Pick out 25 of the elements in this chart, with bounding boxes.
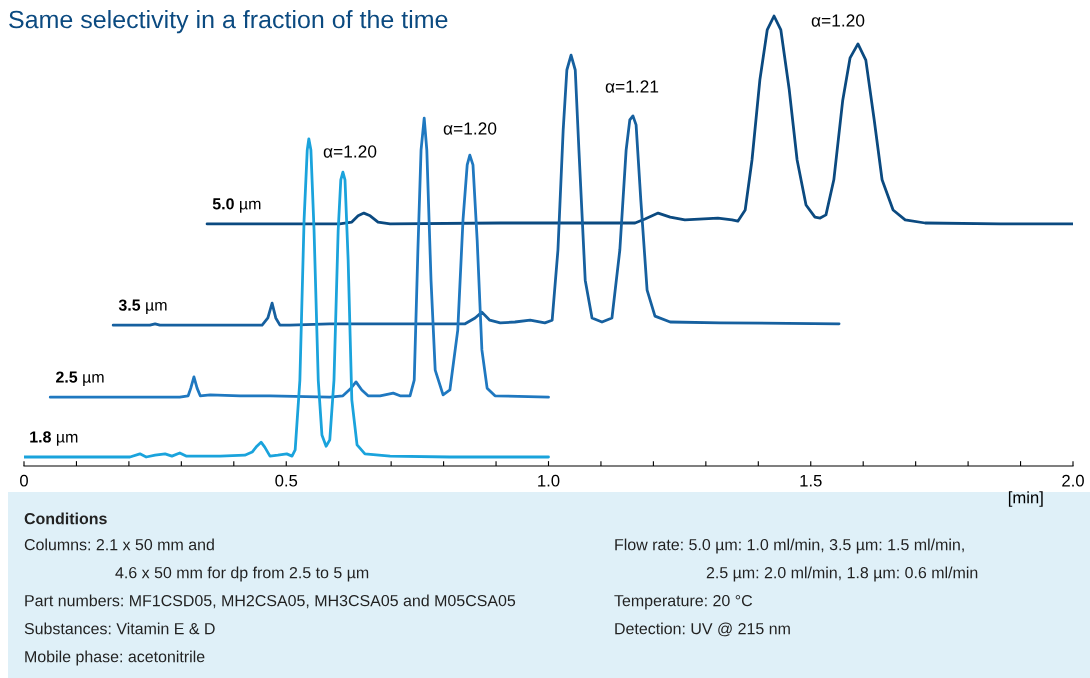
annotation: α=1.20: [323, 145, 377, 158]
x-tick-label: 0.5: [275, 474, 298, 487]
series-label: 1.8 µm: [30, 431, 78, 446]
annotation: α=1.21: [605, 80, 659, 93]
text: Conditions: [24, 512, 107, 525]
text: Columns: 2.1 x 50 mm and: [24, 538, 214, 551]
x-tick-label: 2.0: [1062, 474, 1084, 487]
annotation: α=1.20: [811, 14, 865, 27]
series-label: 2.5 µm: [56, 371, 104, 386]
text: Mobile phase: acetonitrile: [25, 650, 205, 666]
text: Flow rate: 5.0 µm: 1.0 ml/min, 3.5 µm: 1.5 ml/min,: [615, 538, 964, 554]
chart-title: Same selectivity in a fraction of the time: [9, 10, 448, 34]
x-tick-label: 1.0: [538, 474, 560, 487]
text: 2.5 µm: 2.0 ml/min, 1.8 µm: 0.6 ml/min: [706, 566, 978, 582]
x-tick-label: 0: [20, 474, 28, 487]
series-label: 5.0 µm: [212, 198, 261, 213]
x-axis-title: [min]: [1008, 491, 1043, 507]
text: Temperature: 20 °C: [614, 594, 753, 610]
text: Substances: Vitamin E & D: [24, 622, 215, 635]
text: 4.6 x 50 mm for dp from 2.5 to 5 µm: [115, 566, 369, 582]
series-label: 3.5 µm: [118, 299, 167, 314]
text: Part numbers: MF1CSD05, MH2CSA05, MH3CSA05 and M05CSA05: [25, 594, 516, 609]
annotation: α=1.20: [443, 122, 497, 135]
x-tick-label: 1.5: [800, 474, 822, 487]
text: Detection: UV @ 215 nm: [615, 622, 790, 637]
